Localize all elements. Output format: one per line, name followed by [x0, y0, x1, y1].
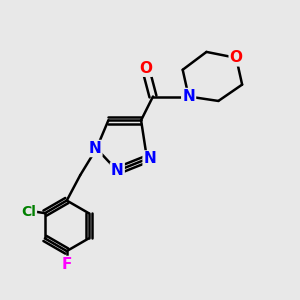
Text: Cl: Cl — [21, 205, 36, 219]
Text: N: N — [182, 89, 195, 104]
Text: O: O — [139, 61, 152, 76]
Text: O: O — [230, 50, 243, 65]
Text: F: F — [61, 257, 72, 272]
Text: N: N — [88, 141, 101, 156]
Text: N: N — [144, 152, 156, 166]
Text: N: N — [111, 163, 124, 178]
